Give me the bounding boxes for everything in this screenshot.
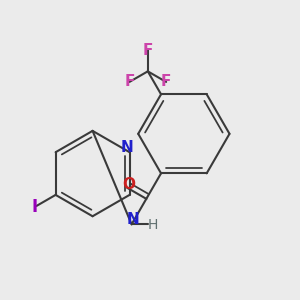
Text: F: F (142, 43, 153, 58)
Text: O: O (122, 177, 135, 192)
Text: H: H (148, 218, 158, 232)
Text: F: F (161, 74, 171, 89)
Text: N: N (121, 140, 134, 155)
Text: F: F (124, 74, 135, 89)
Text: N: N (126, 212, 139, 227)
Text: I: I (32, 198, 38, 216)
